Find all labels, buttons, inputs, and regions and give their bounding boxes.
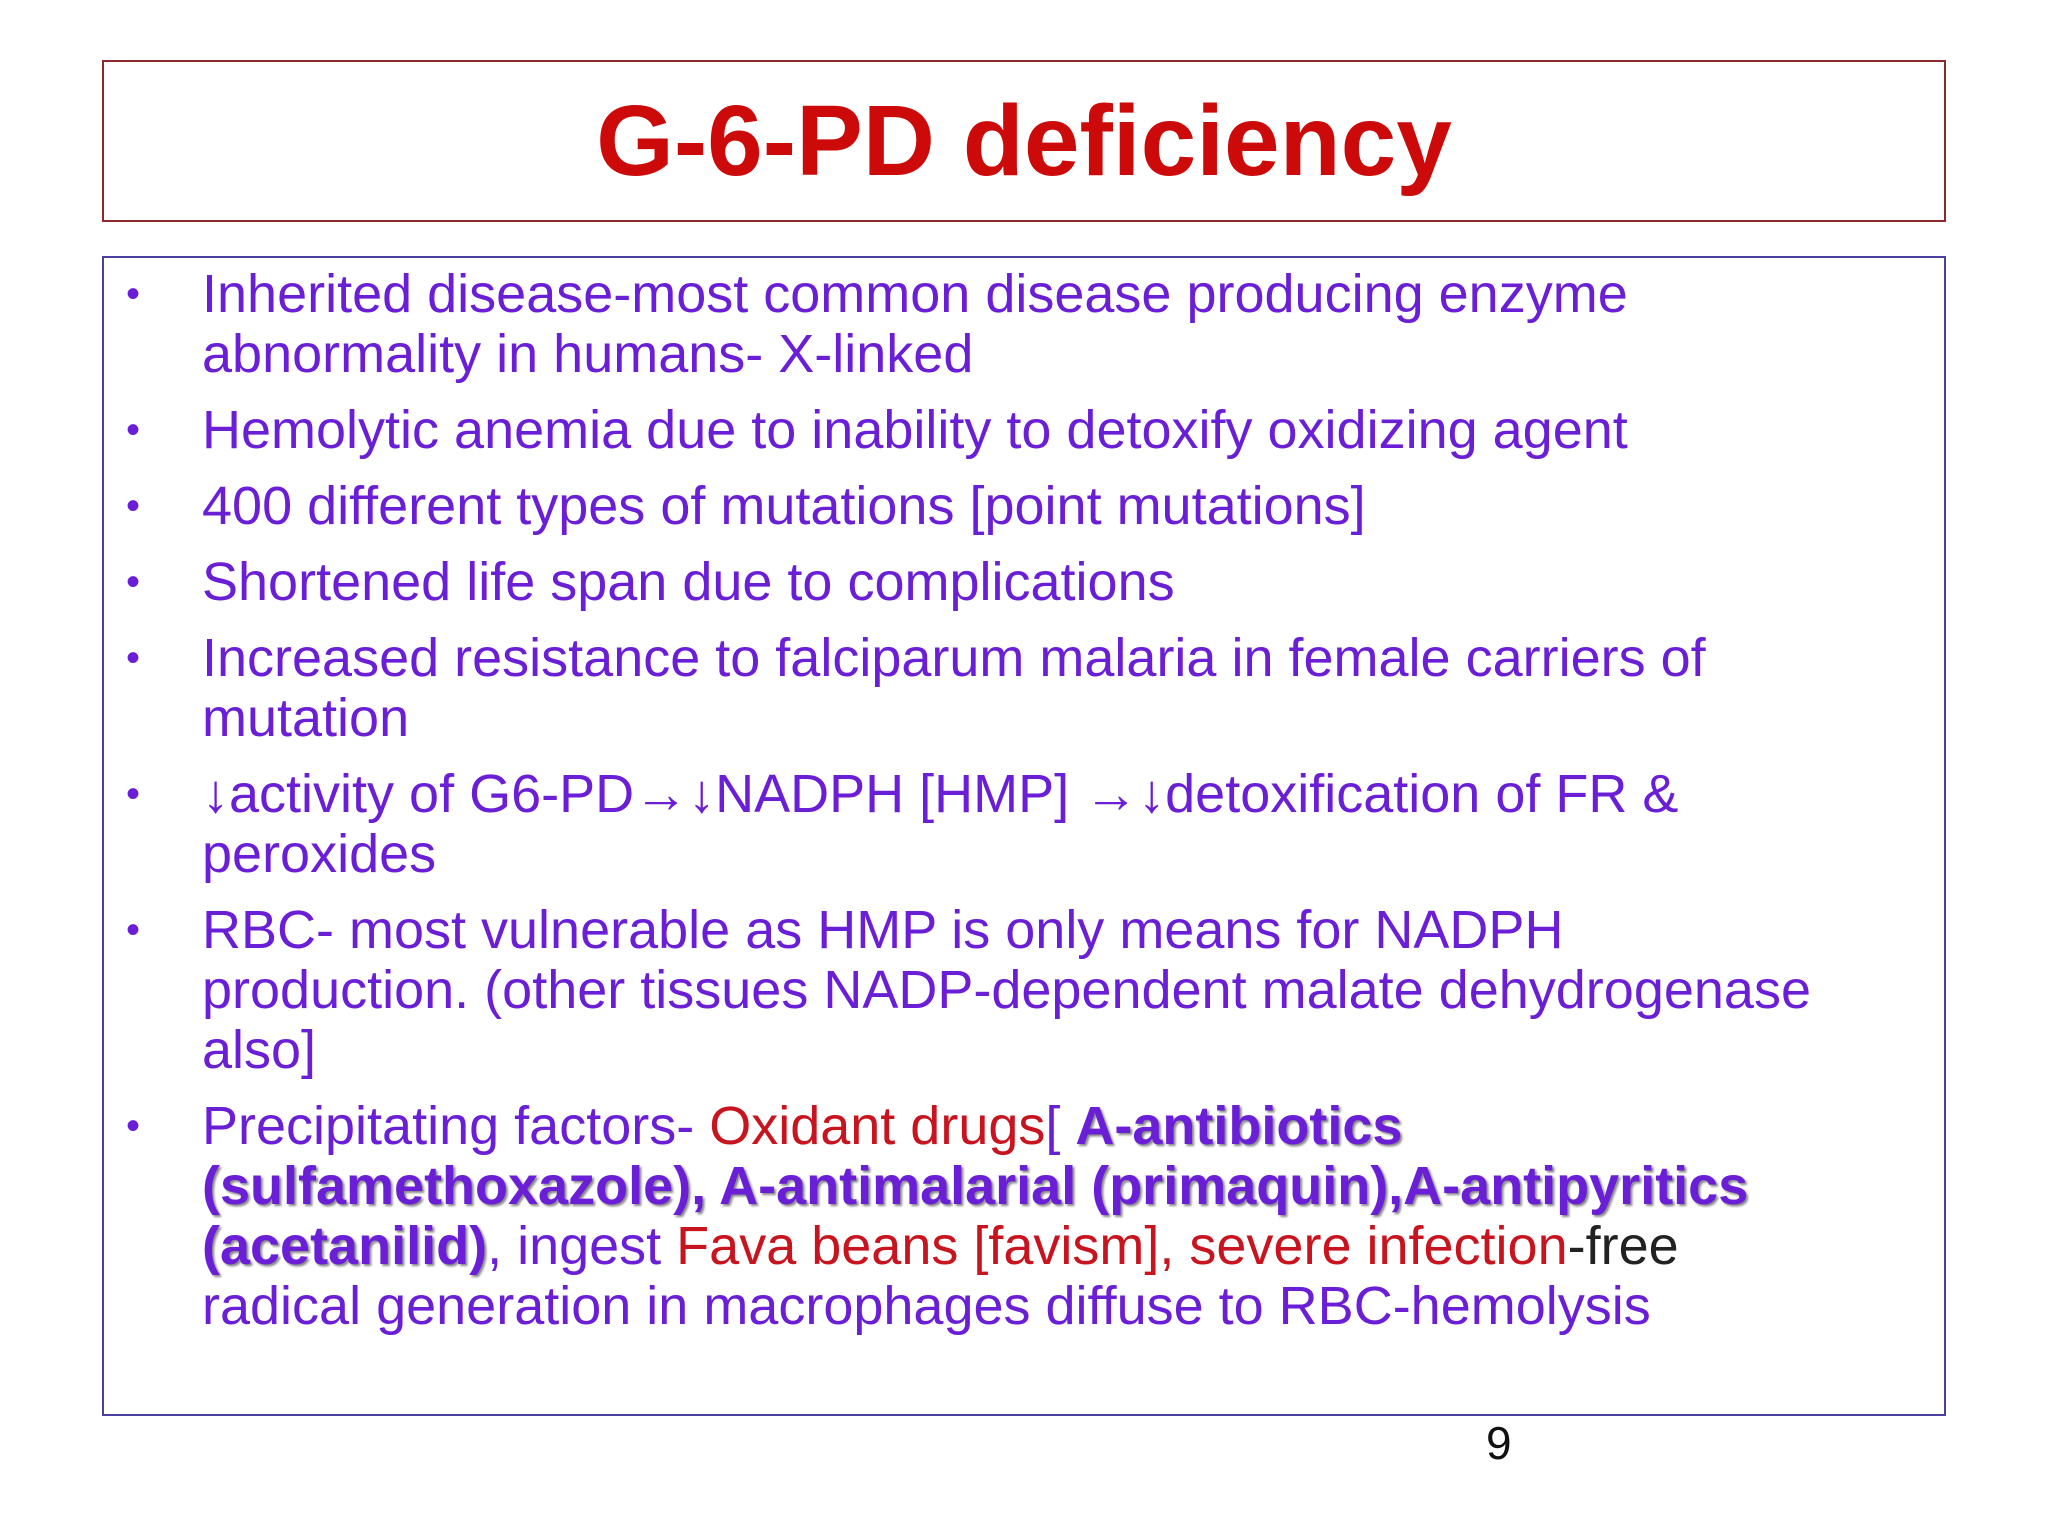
- bullet-symbol: •: [126, 908, 141, 952]
- text-segment: severe infection: [1189, 1216, 1568, 1276]
- bullet-line: Shortened life span due to complications: [202, 552, 1175, 612]
- bullet-line: 400 different types of mutations [point …: [202, 476, 1366, 536]
- title-box: G-6-PD deficiency: [102, 60, 1946, 222]
- bullet-symbol: •: [126, 636, 141, 680]
- bullet: • Precipitating factors- Oxidant drugs[ A…: [104, 1096, 1944, 1336]
- bullet-line: (acetanilid), ingest Fava beans [favism]…: [202, 1216, 1944, 1276]
- text-segment: (sulfamethoxazole), A-antimalarial (prim…: [202, 1156, 1749, 1216]
- bullet-line: (sulfamethoxazole), A-antimalarial (prim…: [202, 1156, 1944, 1216]
- bullet-line: abnormality in humans- X-linked: [202, 324, 974, 384]
- page-number: 9: [1486, 1417, 1512, 1469]
- text-segment: (acetanilid): [202, 1216, 488, 1276]
- text-segment: Oxidant drugs: [709, 1096, 1046, 1156]
- bullet-symbol: •: [126, 772, 141, 816]
- bullet-line: Hemolytic anemia due to inability to det…: [202, 400, 1628, 460]
- bullet-line: RBC- most vulnerable as HMP is only mean…: [202, 900, 1564, 960]
- text-segment: Fava beans [favism],: [676, 1216, 1190, 1276]
- bullet-symbol: •: [126, 272, 141, 316]
- text-segment: radical generation in macrophages diffus…: [202, 1276, 1651, 1336]
- bullet: • ↓activity of G6-PD→↓NADPH [HMP] →↓detox…: [104, 764, 1944, 884]
- bullet-symbol: •: [126, 1104, 141, 1148]
- bullet: • Shortened life span due to complication…: [104, 552, 1944, 612]
- bullet-line: ↓activity of G6-PD→↓NADPH [HMP] →↓detoxi…: [202, 764, 1679, 824]
- text-segment: , ingest: [487, 1216, 677, 1276]
- bullet-line: production. (other tissues NADP-dependen…: [202, 960, 1811, 1020]
- bullet: • Hemolytic anemia due to inability to de…: [104, 400, 1944, 460]
- bullet-line: also]: [202, 1020, 317, 1080]
- bullet: • RBC- most vulnerable as HMP is only mea…: [104, 900, 1944, 1080]
- bullet: • Inherited disease-most common disease p…: [104, 264, 1944, 384]
- text-segment: [: [1045, 1096, 1076, 1156]
- bullet-line: radical generation in macrophages diffus…: [202, 1276, 1944, 1336]
- content-box: • Inherited disease-most common disease p…: [102, 256, 1946, 1416]
- bullet-symbol: •: [126, 408, 141, 452]
- text-segment: -free: [1567, 1216, 1679, 1276]
- bullet: • Increased resistance to falciparum mala…: [104, 628, 1944, 748]
- bullet-line: peroxides: [202, 824, 437, 884]
- bullet-line: mutation: [202, 688, 410, 748]
- text-segment: A-antibiotics: [1075, 1096, 1403, 1156]
- bullet-line: Increased resistance to falciparum malar…: [202, 628, 1706, 688]
- bullet-line: Precipitating factors- Oxidant drugs[ A-…: [202, 1096, 1944, 1156]
- bullet: • 400 different types of mutations [point…: [104, 476, 1944, 536]
- bullet-line: Inherited disease-most common disease pr…: [202, 264, 1628, 324]
- bullet-symbol: •: [126, 484, 141, 528]
- text-segment: Precipitating factors-: [202, 1096, 710, 1156]
- bullet-symbol: •: [126, 560, 141, 604]
- title: G-6-PD deficiency: [596, 85, 1452, 197]
